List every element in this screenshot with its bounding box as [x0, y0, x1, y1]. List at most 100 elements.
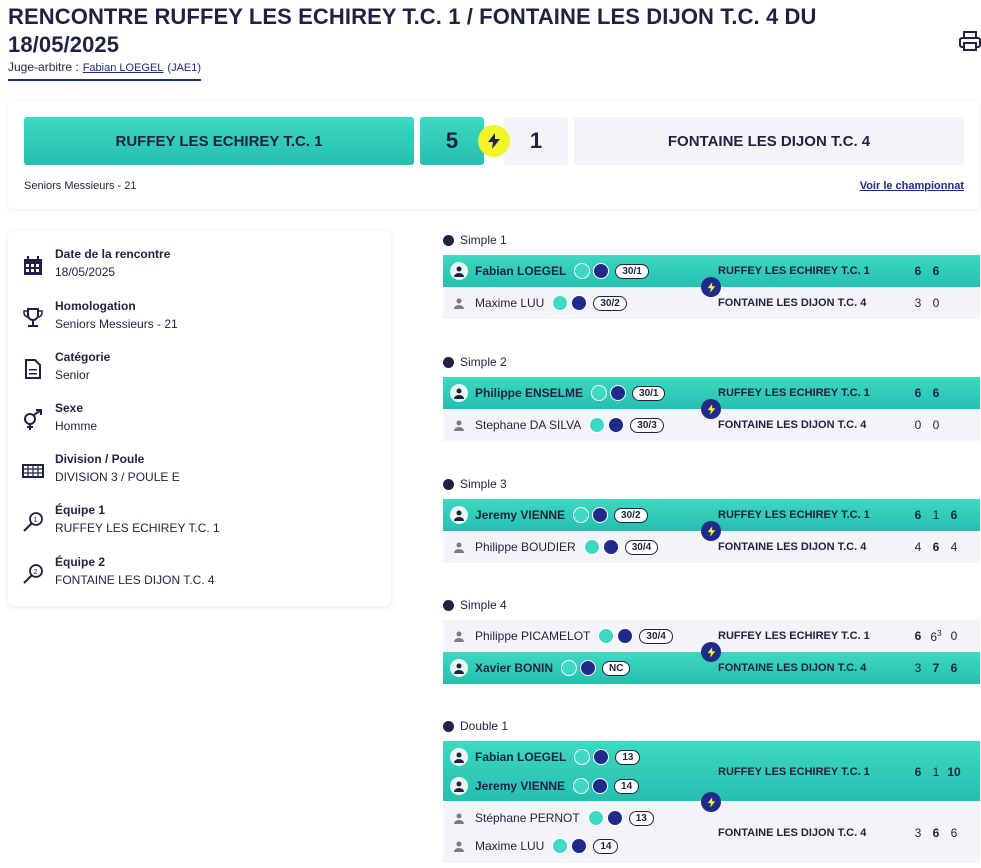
set-score: 6: [932, 386, 940, 400]
double-player[interactable]: Fabian LOEGEL 13: [443, 741, 980, 773]
avatar-icon: [450, 538, 468, 556]
avatar-icon: [450, 416, 468, 434]
scorecard-category: Seniors Messieurs - 21: [24, 180, 137, 192]
team-a-name[interactable]: RUFFEY LES ECHIREY T.C. 1: [24, 117, 414, 165]
set-score: 6: [914, 508, 922, 522]
set-score: 10: [947, 765, 961, 779]
tennis-badge-icon: [552, 838, 569, 854]
set-score: 6: [950, 826, 958, 840]
europe-badge-icon: [593, 263, 610, 279]
info-label: Homologation: [55, 299, 136, 313]
info-date: Date de la rencontre 18/05/2025: [8, 247, 391, 287]
tennis-ball-icon: [443, 478, 454, 490]
player-name[interactable]: Philippe ENSELME: [475, 386, 584, 400]
rank-badge: 30/4: [624, 539, 659, 555]
player-name[interactable]: Fabian LOEGEL: [475, 264, 567, 278]
player-row[interactable]: Fabian LOEGEL 30/1 RUFFEY LES ECHIREY T.C.…: [443, 255, 980, 287]
avatar-icon: [450, 384, 468, 402]
player-name[interactable]: Maxime LUU: [475, 296, 545, 310]
info-gender: Sexe Homme: [8, 401, 391, 441]
avatar-icon: [450, 659, 468, 677]
avatar-icon: [450, 262, 468, 280]
player-row[interactable]: Xavier BONIN NC FONTAINE LES DIJON T.C. 4 3…: [443, 652, 980, 684]
info-team2: 2 Équipe 2 FONTAINE LES DIJON T.C. 4: [8, 555, 391, 595]
player-name[interactable]: Fabian LOEGEL: [475, 750, 567, 764]
tennis-ball-icon: [443, 720, 454, 732]
match-title-label: Double 1: [460, 719, 509, 733]
info-team1: 1 Équipe 1 RUFFEY LES ECHIREY T.C. 1: [8, 503, 391, 543]
info-value: Seniors Messieurs - 21: [55, 317, 178, 331]
tennis-ball-icon: [443, 599, 454, 611]
rank-badge: 13: [615, 749, 641, 765]
row-team: RUFFEY LES ECHIREY T.C. 1: [718, 265, 870, 277]
tennis-badge-icon: [573, 507, 590, 523]
player-name[interactable]: Stephane DA SILVA: [475, 418, 582, 432]
double-player[interactable]: Maxime LUU 14: [443, 830, 980, 862]
set-score: 6: [950, 508, 958, 522]
set-score: 7: [932, 661, 940, 675]
player-name[interactable]: Jeremy VIENNE: [475, 508, 566, 522]
printer-icon[interactable]: [958, 30, 981, 52]
double-player[interactable]: Jeremy VIENNE 14: [443, 770, 980, 802]
tennis-badge-icon: [552, 295, 569, 311]
tennis-badge-icon: [598, 628, 615, 644]
europe-badge-icon: [571, 295, 588, 311]
avatar-icon: [450, 837, 468, 855]
double-player[interactable]: Stéphane PERNOT 13: [443, 802, 980, 834]
judge-label: Juge-arbitre : Fabian LOEGEL (JAE1): [8, 60, 202, 81]
team-b-name[interactable]: FONTAINE LES DIJON T.C. 4: [574, 117, 964, 165]
europe-badge-icon: [593, 749, 610, 765]
player-name[interactable]: Maxime LUU: [475, 839, 545, 853]
lightning-icon: [701, 399, 721, 419]
row-team: FONTAINE LES DIJON T.C. 4: [718, 541, 867, 553]
judge-rank: (JAE1): [167, 62, 202, 74]
set-score: 6: [932, 826, 940, 840]
tennis-badge-icon: [574, 263, 591, 279]
rank-badge: 30/4: [639, 628, 673, 644]
player-name[interactable]: Philippe PICAMELOT: [475, 629, 591, 643]
championship-link[interactable]: Voir le championnat: [859, 180, 964, 192]
player-name[interactable]: Stéphane PERNOT: [475, 811, 580, 825]
info-panel: Date de la rencontre 18/05/2025 Homologa…: [8, 231, 391, 606]
info-label: Sexe: [55, 401, 84, 415]
avatar-icon: [450, 748, 468, 766]
europe-badge-icon: [592, 507, 609, 523]
calendar-icon: [24, 256, 42, 275]
info-value: DIVISION 3 / POULE E: [55, 470, 180, 484]
set-score: 4: [950, 540, 958, 554]
set-scores: 6 1 10: [909, 765, 963, 779]
match-title: Double 1: [443, 719, 508, 733]
set-score: 1: [932, 765, 940, 779]
player-name[interactable]: Jeremy VIENNE: [475, 779, 566, 793]
row-team: FONTAINE LES DIJON T.C. 4: [718, 297, 867, 309]
player-name[interactable]: Xavier BONIN: [475, 661, 554, 675]
info-value: Homme: [55, 419, 98, 433]
row-team: RUFFEY LES ECHIREY T.C. 1: [718, 387, 870, 399]
lightning-icon: [701, 277, 721, 297]
set-score: 6: [932, 540, 940, 554]
player-name[interactable]: Philippe BOUDIER: [475, 540, 576, 554]
rank-badge: 30/1: [615, 263, 649, 279]
europe-badge-icon: [580, 660, 597, 676]
page-title: RENCONTRE RUFFEY LES ECHIREY T.C. 1 / FO…: [8, 4, 817, 57]
judge-link[interactable]: Fabian LOEGEL: [82, 62, 164, 74]
match-title: Simple 2: [443, 355, 507, 369]
row-team: RUFFEY LES ECHIREY T.C. 1: [718, 630, 870, 642]
row-team: RUFFEY LES ECHIREY T.C. 1: [718, 509, 870, 521]
double-team-1[interactable]: [443, 741, 980, 801]
tennis-badge-icon: [574, 749, 591, 765]
double-team-2[interactable]: [443, 803, 980, 863]
info-division: Division / Poule DIVISION 3 / POULE E: [8, 452, 391, 492]
row-team: FONTAINE LES DIJON T.C. 4: [718, 827, 867, 839]
europe-badge-icon: [608, 417, 625, 433]
document-icon: [25, 359, 41, 379]
info-value: FONTAINE LES DIJON T.C. 4: [55, 573, 215, 587]
avatar-icon: [450, 777, 468, 795]
info-label: Division / Poule: [55, 452, 145, 466]
lightning-icon: [701, 792, 721, 812]
europe-badge-icon: [602, 539, 619, 555]
